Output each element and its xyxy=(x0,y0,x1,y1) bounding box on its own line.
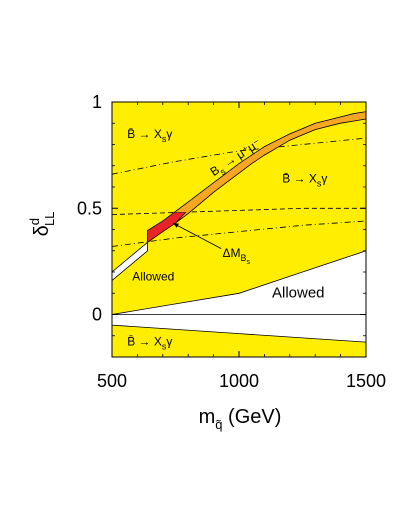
x-tick-label: 500 xyxy=(97,371,127,391)
y-tick-label: 0 xyxy=(92,305,102,325)
delta-mbs-arrowhead xyxy=(172,223,179,228)
x-tick-label: 1000 xyxy=(219,371,259,391)
allowed-lower-band xyxy=(112,250,366,343)
dashdot-curve-upper xyxy=(112,137,366,175)
allowed-upper-band xyxy=(112,241,148,282)
annotation-bsg-bottom: B̄ → Xsγ xyxy=(127,334,172,351)
annotation-allowed-big: Allowed xyxy=(272,285,325,302)
delta-mbs-region xyxy=(147,212,187,243)
annotation-allowed-small: Allowed xyxy=(132,270,174,284)
y-tick-label: 1 xyxy=(92,92,102,112)
dashed-curve-upper xyxy=(112,207,366,215)
y-axis-label: δdLL xyxy=(27,212,57,237)
delta-mbs-arrow xyxy=(172,222,222,249)
x-axis-label: mq̃ (GeV) xyxy=(199,406,282,432)
annotation-bsg-right: B̄ → Xsγ xyxy=(282,172,327,189)
x-tick-label: 1500 xyxy=(346,371,386,391)
y-tick-label: 0.5 xyxy=(77,198,102,218)
dashdot-curve-lower xyxy=(112,220,366,247)
annotation-bsg-top-left: B̄ → Xsγ xyxy=(127,127,172,144)
axes: 500 1000 1500 1 0.5 0 xyxy=(77,92,386,391)
annotation-dmbs: ΔMBs xyxy=(223,246,251,266)
bs-mumu-band xyxy=(147,111,366,244)
